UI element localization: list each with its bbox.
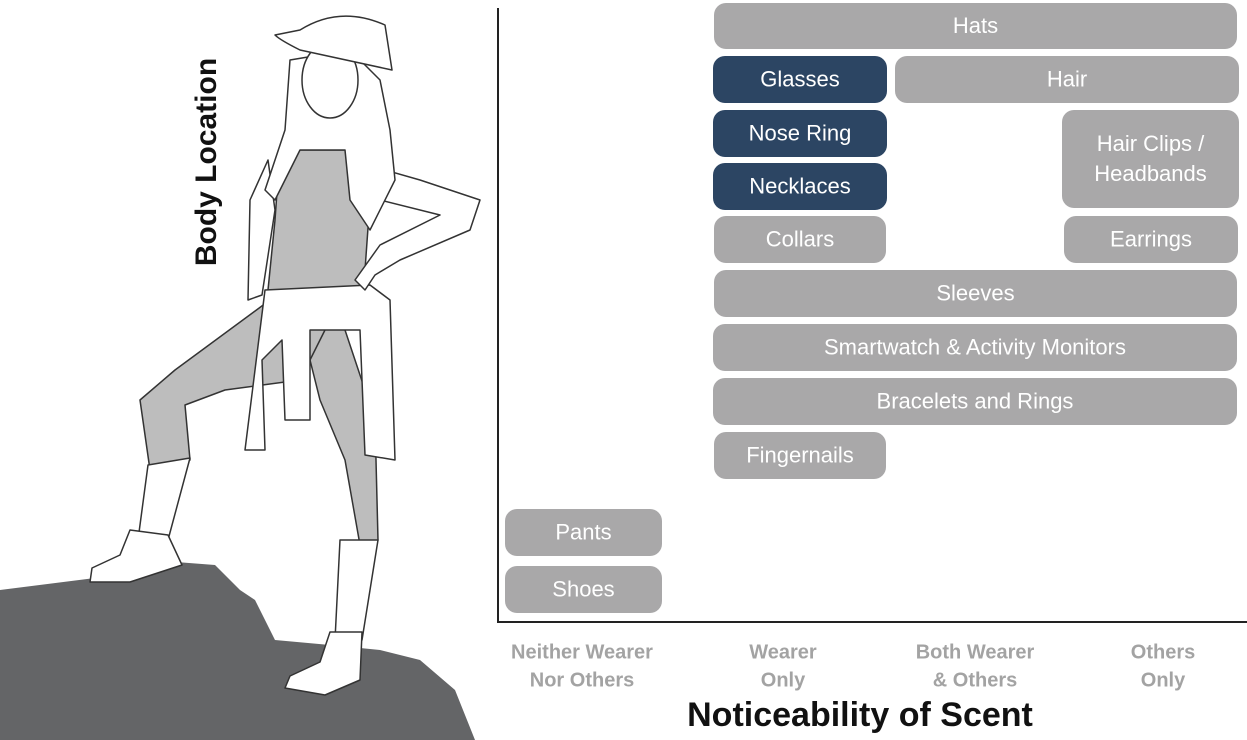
x-category-label: Others <box>1131 641 1195 663</box>
item-box <box>713 324 1237 371</box>
item-label: Earrings <box>1110 226 1192 251</box>
item-box <box>505 509 662 556</box>
x-category-label: Wearer <box>749 641 817 663</box>
item-box <box>505 566 662 613</box>
item-box <box>713 56 887 103</box>
y-axis-label: Body Location <box>190 58 223 266</box>
item-label: Necklaces <box>749 173 850 198</box>
item-label: Hair <box>1047 66 1087 91</box>
x-category-label: & Others <box>933 669 1017 691</box>
item-box <box>1062 110 1239 208</box>
item-box <box>713 378 1237 425</box>
item-label: Sleeves <box>936 280 1014 305</box>
item-label: Headbands <box>1094 161 1207 186</box>
item-box <box>713 110 887 157</box>
x-category-label: Only <box>761 669 806 691</box>
item-box <box>1064 216 1238 263</box>
x-category-label: Nor Others <box>530 669 634 691</box>
item-label: Fingernails <box>746 442 854 467</box>
item-box <box>895 56 1239 103</box>
item-box <box>714 3 1237 49</box>
item-label: Hats <box>953 13 998 38</box>
illustration <box>0 15 481 740</box>
item-label: Nose Ring <box>749 120 852 145</box>
item-box <box>713 163 887 210</box>
item-label: Glasses <box>760 66 839 91</box>
item-label: Pants <box>555 519 611 544</box>
x-category-label: Neither Wearer <box>511 641 653 663</box>
item-box <box>714 216 886 263</box>
item-label: Bracelets and Rings <box>877 388 1074 413</box>
item-label: Collars <box>766 226 834 251</box>
item-label: Shoes <box>552 576 614 601</box>
item-label: Hair Clips / <box>1097 131 1205 156</box>
item-box <box>714 270 1237 317</box>
x-axis-label: Noticeability of Scent <box>687 696 1033 734</box>
x-category-label: Only <box>1141 669 1186 691</box>
item-box <box>714 432 886 479</box>
x-category-label: Both Wearer <box>916 641 1035 663</box>
item-label: Smartwatch & Activity Monitors <box>824 334 1126 359</box>
